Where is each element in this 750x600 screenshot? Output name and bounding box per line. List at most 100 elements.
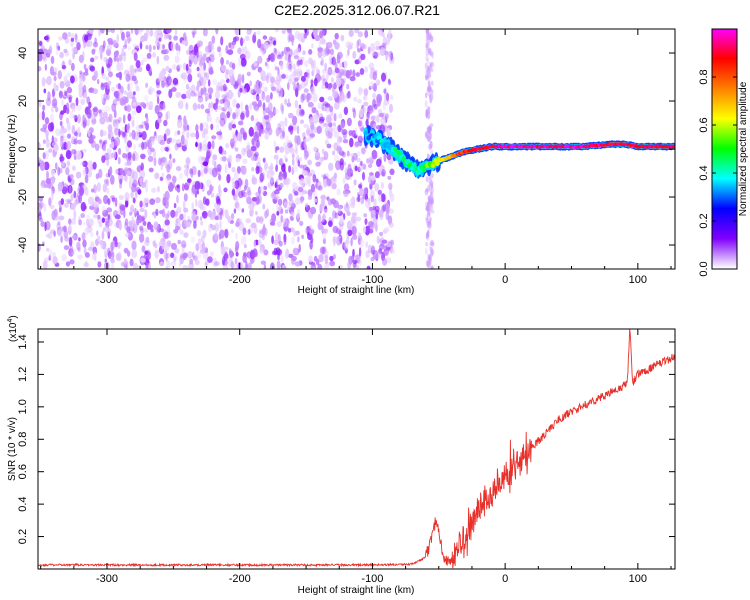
noise-blob xyxy=(140,60,144,66)
noise-blob xyxy=(282,141,289,150)
noise-blob xyxy=(199,249,206,254)
noise-blob xyxy=(186,49,190,55)
noise-blob xyxy=(199,243,206,252)
noise-blob xyxy=(348,42,354,47)
noise-blob xyxy=(38,156,41,164)
noise-blob xyxy=(269,221,276,226)
noise-blob xyxy=(382,203,387,212)
noise-blob xyxy=(82,51,85,61)
noise-blob xyxy=(339,264,343,269)
noise-blob xyxy=(246,196,252,205)
colorbar-frame xyxy=(711,28,738,270)
noise-blob xyxy=(291,71,298,77)
noise-blob xyxy=(338,62,343,68)
spectrogram-ytick-label: 40 xyxy=(17,47,29,59)
noise-blob xyxy=(69,222,73,229)
noise-blob xyxy=(281,29,286,34)
noise-blob xyxy=(270,76,275,84)
colorbar-step xyxy=(712,159,737,162)
colorbar-step xyxy=(712,261,737,264)
noise-blob xyxy=(322,178,328,188)
noise-blob xyxy=(139,207,145,213)
signal-core xyxy=(421,167,427,173)
noise-blob xyxy=(294,99,298,109)
noise-blob xyxy=(231,62,236,70)
noise-blob xyxy=(250,114,255,122)
noise-blob xyxy=(171,242,177,250)
noise-blob xyxy=(368,62,375,70)
noise-blob xyxy=(229,75,233,85)
noise-blob xyxy=(48,249,53,259)
noise-blob xyxy=(106,207,112,213)
noise-blob xyxy=(389,103,393,113)
colorbar-step xyxy=(712,65,737,68)
noise-blob xyxy=(255,191,261,197)
noise-blob xyxy=(284,144,291,155)
noise-blob xyxy=(258,127,262,137)
noise-blob xyxy=(129,211,133,216)
noise-blob xyxy=(215,29,219,35)
noise-blob xyxy=(163,54,170,61)
noise-blob xyxy=(165,65,170,72)
noise-blob xyxy=(211,140,215,150)
noise-blob xyxy=(383,152,387,163)
noise-blob xyxy=(84,174,89,184)
noise-blob xyxy=(357,258,361,265)
noise-blob xyxy=(211,135,217,140)
noise-blob xyxy=(319,96,325,103)
noise-blob xyxy=(189,258,194,265)
noise-blob xyxy=(387,51,392,59)
noise-blob xyxy=(125,200,129,208)
noise-blob xyxy=(145,183,149,193)
noise-blob xyxy=(108,152,113,160)
noise-blob xyxy=(274,189,280,195)
noise-blob xyxy=(324,139,329,146)
noise-blob xyxy=(121,31,125,41)
noise-blob xyxy=(251,177,258,185)
noise-blob xyxy=(113,50,119,58)
noise-blob xyxy=(245,36,250,41)
noise-blob xyxy=(262,157,266,163)
noise-blob xyxy=(302,50,306,55)
colorbar-step xyxy=(712,193,737,196)
noise-blob xyxy=(166,173,172,181)
noise-blob xyxy=(135,105,142,114)
noise-blob xyxy=(341,129,348,135)
noise-blob xyxy=(114,127,119,136)
noise-blob xyxy=(333,82,337,90)
noise-blob xyxy=(298,157,303,162)
noise-blob xyxy=(163,119,168,127)
noise-blob xyxy=(255,165,260,175)
noise-blob xyxy=(197,50,203,57)
noise-blob xyxy=(105,116,111,123)
noise-blob xyxy=(140,153,146,160)
noise-blob xyxy=(82,160,88,167)
noise-blob xyxy=(66,72,72,78)
noise-blob xyxy=(86,118,91,127)
noise-blob xyxy=(158,157,162,166)
noise-blob xyxy=(232,98,238,108)
noise-blob xyxy=(319,246,326,255)
noise-blob xyxy=(380,193,386,203)
noise-blob xyxy=(280,91,283,98)
colorbar-step xyxy=(712,95,737,98)
noise-blob xyxy=(334,212,338,219)
noise-blob xyxy=(362,226,367,234)
noise-blob xyxy=(155,37,159,47)
noise-blob xyxy=(86,96,91,105)
noise-blob xyxy=(256,93,260,102)
noise-blob xyxy=(202,29,208,37)
noise-blob xyxy=(147,224,154,230)
noise-blob xyxy=(355,265,360,269)
noise-blob xyxy=(315,66,319,73)
noise-blob xyxy=(130,190,134,199)
noise-blob xyxy=(288,60,293,65)
noise-blob xyxy=(291,80,297,86)
noise-blob xyxy=(373,198,377,207)
noise-blob xyxy=(318,76,323,81)
noise-blob xyxy=(113,210,119,218)
noise-blob xyxy=(60,99,65,107)
noise-blob xyxy=(38,202,43,211)
noise-blob xyxy=(127,34,131,44)
